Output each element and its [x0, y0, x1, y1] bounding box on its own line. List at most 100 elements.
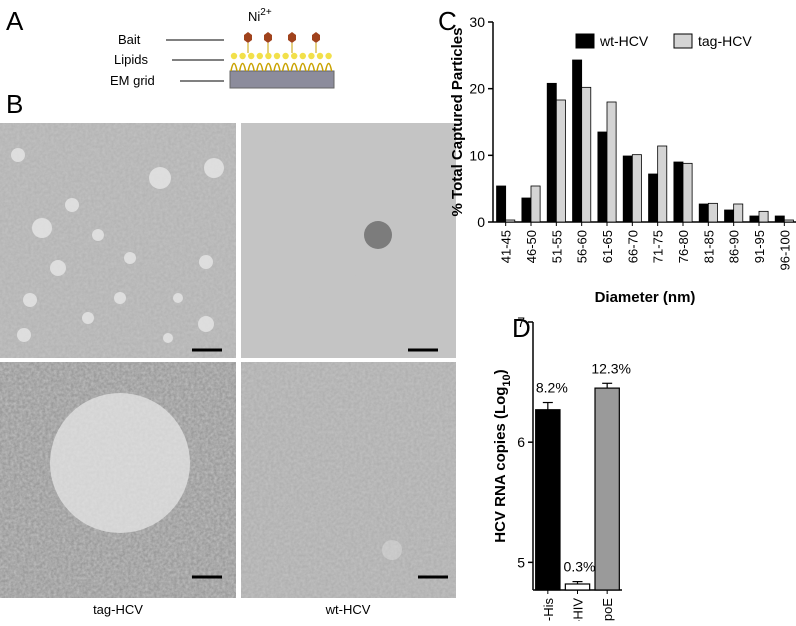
bar: [521, 197, 532, 223]
y-tick-label: 20: [469, 81, 485, 97]
bar: [657, 145, 668, 223]
x-tick-label: 76-80: [676, 230, 691, 263]
y-tick-label: 5: [517, 554, 525, 570]
lipid-head: [239, 52, 246, 60]
bar: [572, 59, 583, 223]
lipid-head: [282, 52, 289, 60]
bar: [581, 86, 592, 223]
y-tick-label: 10: [469, 147, 485, 163]
error-bar: [602, 382, 613, 389]
lipid-head: [256, 52, 263, 60]
y-tick-label: 0: [477, 214, 485, 230]
bar: [496, 185, 507, 223]
x-tick-label: 41-45: [499, 230, 514, 263]
x-axis-label: Diameter (nm): [595, 289, 696, 306]
error-bar: [572, 580, 583, 584]
bar: [682, 162, 693, 223]
y-tick-label: 6: [517, 434, 525, 450]
bait: [312, 32, 320, 43]
bar: [758, 210, 769, 223]
y-axis-label-end: ): [492, 369, 509, 374]
x-tick-label: 71-75: [651, 230, 666, 263]
bar: [564, 583, 591, 591]
lipid-head: [325, 52, 332, 60]
lipid: [256, 62, 264, 72]
panel-label: B: [6, 89, 23, 119]
legend-swatch: [575, 33, 595, 49]
layer-label: Lipids: [114, 52, 148, 67]
lipid-head: [291, 52, 298, 60]
ion-label: Ni2+: [248, 7, 272, 24]
x-tick-label: 46-50: [524, 230, 539, 263]
bar: [648, 173, 659, 223]
bar: [530, 185, 541, 223]
layer-label: EM grid: [110, 73, 155, 88]
bar: [724, 209, 735, 223]
lipid-head: [265, 52, 272, 60]
x-tick-label: 66-70: [625, 230, 640, 263]
bar: [622, 155, 633, 223]
annotation: 0.3%: [564, 559, 596, 575]
y-axis-label-sub: 10: [501, 374, 513, 386]
caption: wt-HCV: [325, 602, 371, 617]
x-tick-label: 81-85: [701, 230, 716, 263]
x-tick-label: 61-65: [600, 230, 615, 263]
bar: [606, 101, 617, 223]
lipid: [316, 62, 324, 72]
x-tick-label: 96-100: [777, 230, 792, 270]
lipid: [324, 62, 333, 72]
diagram: Ni2+ Bait Lipids EM grid: [110, 7, 335, 89]
layer-label: Bait: [118, 32, 141, 47]
legend-label: wt-HCV: [599, 33, 649, 49]
lipid-head: [299, 52, 306, 60]
micrographs: tag-HCV wt-HCV: [0, 123, 456, 617]
caption: tag-HCV: [93, 602, 143, 617]
lipid: [281, 62, 290, 72]
bar: [631, 154, 642, 223]
lipid-head: [230, 52, 238, 60]
lipid: [247, 62, 255, 72]
y-axis-label: HCV RNA copies (Log10): [492, 369, 513, 542]
lipid-head: [316, 52, 324, 60]
lipid: [307, 62, 316, 72]
y-tick-label: 30: [469, 14, 485, 30]
lipid: [290, 62, 298, 72]
bar: [535, 409, 561, 591]
bar: [597, 131, 608, 223]
bar: [698, 203, 709, 223]
y-tick-label: 7: [517, 314, 525, 330]
y-axis-label: % Total Captured Particles: [449, 28, 466, 217]
bait: [244, 32, 252, 43]
panel-label: C: [438, 6, 457, 36]
lipid-head: [273, 52, 281, 60]
x-tick-label: 91-95: [752, 230, 767, 263]
lipid: [273, 62, 281, 72]
annotation: 8.2%: [536, 380, 568, 396]
bar: [673, 161, 684, 223]
x-tick-label: 86-90: [727, 230, 742, 263]
bait: [288, 32, 296, 43]
bait: [264, 32, 272, 43]
error-bar: [542, 401, 553, 410]
bar: [749, 215, 760, 223]
panel-label: A: [6, 6, 24, 36]
bar: [774, 215, 785, 223]
y-axis-label-text: HCV RNA copies (Log: [492, 387, 509, 543]
bar: [783, 219, 794, 223]
lipid: [264, 62, 273, 72]
bar: [546, 82, 557, 223]
bar: [707, 202, 718, 223]
lipid-head: [308, 52, 315, 60]
panel-label: D: [512, 313, 531, 343]
bar: [505, 219, 516, 223]
lipid: [230, 62, 238, 72]
lipid: [299, 62, 307, 72]
annotation: 12.3%: [591, 360, 631, 376]
lipid: [238, 62, 247, 72]
x-tick-label: α-His: [541, 598, 556, 621]
x-tick-label: 56-60: [575, 230, 590, 263]
bar: [555, 99, 566, 223]
lipid-head: [248, 52, 255, 60]
x-tick-label: 51-55: [549, 230, 564, 263]
